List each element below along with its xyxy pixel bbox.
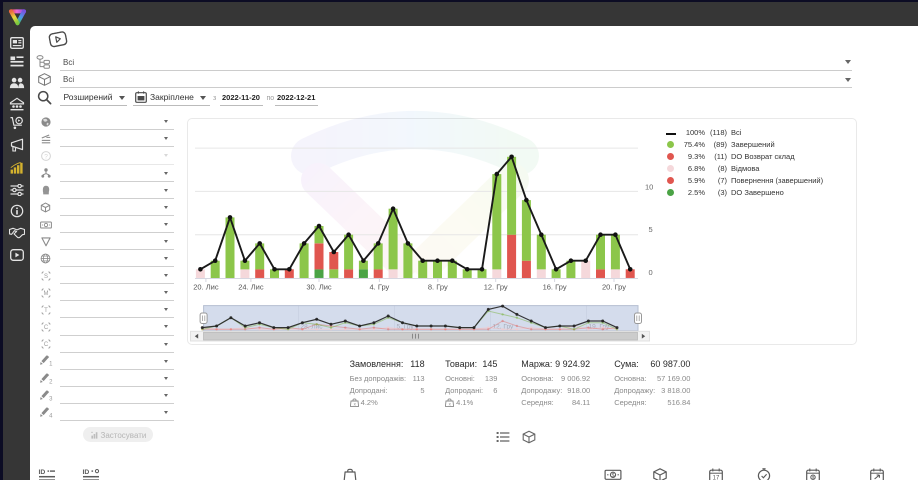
svg-text:4. Гру: 4. Гру <box>369 283 389 292</box>
svg-text:S: S <box>44 274 48 280</box>
svg-text:8. Гру: 8. Гру <box>428 283 448 292</box>
svg-text:T: T <box>44 308 48 314</box>
svg-text:C: C <box>44 342 49 348</box>
svg-text:19. Гру: 19. Гру <box>589 324 611 331</box>
svg-text:16. Гру: 16. Гру <box>543 283 567 292</box>
svg-text:$: $ <box>611 472 614 478</box>
svg-text:20. Лис: 20. Лис <box>193 283 219 292</box>
svg-text:ID: ID <box>83 468 90 475</box>
svg-text:x: x <box>353 401 356 406</box>
svg-text:1: 1 <box>49 362 52 367</box>
svg-text:M: M <box>44 291 49 297</box>
svg-text:0: 0 <box>649 268 653 277</box>
svg-text:30. Лис: 30. Лис <box>306 283 332 292</box>
svg-text:5: 5 <box>649 225 653 234</box>
svg-text:?: ? <box>44 153 48 160</box>
svg-text:ID: ID <box>39 468 46 475</box>
svg-text:10: 10 <box>645 183 653 192</box>
svg-text:20. Гру: 20. Гру <box>602 283 626 292</box>
svg-text:17: 17 <box>712 475 719 480</box>
svg-text:$: $ <box>812 475 815 480</box>
svg-text:x: x <box>449 401 452 406</box>
svg-text:3: 3 <box>49 396 52 401</box>
svg-text:4: 4 <box>49 413 52 418</box>
svg-text:12. Гру: 12. Гру <box>493 324 515 331</box>
svg-text:12. Гру: 12. Гру <box>484 283 508 292</box>
svg-text:5. Гру: 5. Гру <box>397 324 415 331</box>
svg-text:24. Лис: 24. Лис <box>238 283 264 292</box>
svg-text:28. Лис: 28. Лис <box>301 324 324 331</box>
svg-text:C: C <box>44 325 49 331</box>
svg-text:2: 2 <box>49 379 52 384</box>
